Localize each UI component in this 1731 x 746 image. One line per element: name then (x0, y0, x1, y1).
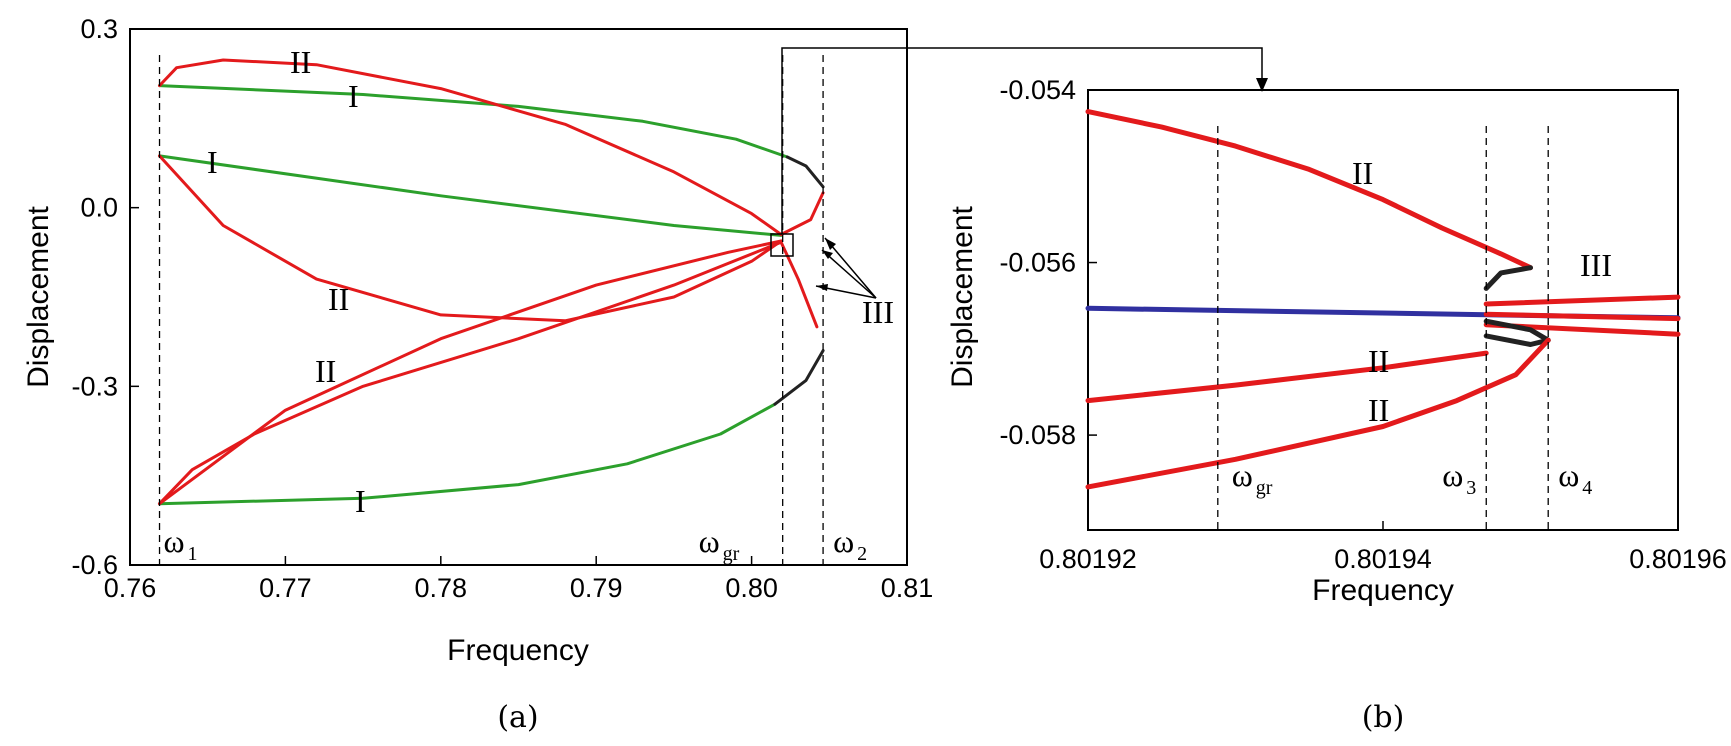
pointer-arrowhead (822, 250, 833, 259)
panel-a-ylabel: Displacement (22, 205, 55, 387)
pointer-arrowhead (816, 284, 828, 291)
series-line (785, 155, 825, 189)
series-line (158, 239, 783, 506)
label-b-II-top: II (1352, 155, 1373, 191)
pointer-arrowhead (825, 238, 836, 250)
panel-b-xlabel: Frequency (1312, 574, 1454, 607)
x-tick-label: 0.80192 (1039, 544, 1137, 574)
zoom-arrowhead (1256, 78, 1268, 92)
y-tick-label: -0.054 (999, 75, 1076, 105)
label-a-II-low: II (315, 353, 336, 389)
label-b-II-low: II (1368, 392, 1389, 428)
y-tick-label: 0.3 (80, 14, 118, 44)
x-tick-label: 0.80196 (1629, 544, 1727, 574)
label-b-III: III (1580, 247, 1612, 283)
label-a-I-top: I (348, 78, 359, 114)
series-line (779, 240, 819, 329)
omega-subscript: gr (723, 543, 740, 565)
label-a-II-top: II (290, 44, 311, 80)
omega-subscript: 1 (188, 543, 198, 565)
series-line (779, 191, 825, 236)
series-line (1085, 109, 1533, 271)
label-b-II-mid: II (1368, 343, 1389, 379)
panel-a-frame (129, 28, 908, 566)
y-tick-label: 0.0 (80, 193, 118, 223)
omega-subscript: gr (1256, 477, 1273, 499)
omega-label: ω (833, 523, 854, 559)
pointer-arrow (821, 249, 877, 299)
series-line (1483, 333, 1551, 347)
x-tick-label: 0.79 (570, 573, 623, 603)
omega-subscript: 3 (1466, 477, 1476, 499)
x-tick-label: 0.77 (259, 573, 312, 603)
y-tick-label: -0.6 (71, 550, 118, 580)
x-tick-label: 0.78 (415, 573, 468, 603)
series-line (1483, 294, 1681, 307)
omega-label: ω (699, 523, 720, 559)
series-line (1483, 265, 1533, 291)
panel-a-xlabel: Frequency (447, 634, 589, 667)
series-line (158, 58, 783, 236)
series-line (1483, 311, 1681, 322)
omega-subscript: 2 (857, 543, 867, 565)
series-line (158, 154, 783, 237)
pointer-arrow (824, 237, 877, 299)
caption-b: (b) (1362, 700, 1405, 735)
x-tick-label: 0.76 (104, 573, 157, 603)
omega-label: ω (1442, 457, 1463, 493)
omega-label: ω (164, 523, 185, 559)
panel-b-plot: 0.80192 0.80194 0.80196 -0.054 -0.056 -0.058 ω… (999, 75, 1726, 574)
y-tick-label: -0.058 (999, 420, 1076, 450)
series-line (1085, 350, 1489, 404)
series-line (773, 349, 825, 406)
omega-label: ω (1558, 457, 1579, 493)
series-line (158, 240, 783, 506)
label-a-II-mid: II (328, 281, 349, 317)
x-tick-label: 0.80 (725, 573, 778, 603)
y-tick-label: -0.3 (71, 371, 118, 401)
x-tick-label: 0.80194 (1334, 544, 1432, 574)
panel-b-ylabel: Displacement (946, 205, 979, 387)
caption-a: (a) (497, 700, 538, 735)
panel-a-plot: 0.76 0.77 0.78 0.79 0.80 0.81-0.6-0.30.00.3ω 1… (71, 14, 933, 603)
series-line (1085, 337, 1551, 490)
zoom-connector (781, 47, 1263, 234)
label-a-III: III (862, 294, 894, 330)
omega-subscript: 4 (1582, 477, 1592, 499)
x-tick-label: 0.81 (881, 573, 934, 603)
series-line (158, 84, 789, 159)
y-tick-label: -0.056 (999, 248, 1076, 278)
label-a-I-low: I (355, 483, 366, 519)
series-line (1483, 318, 1551, 343)
omega-label: ω (1232, 457, 1253, 493)
label-a-I-mid: I (207, 144, 218, 180)
series-line (158, 402, 777, 506)
